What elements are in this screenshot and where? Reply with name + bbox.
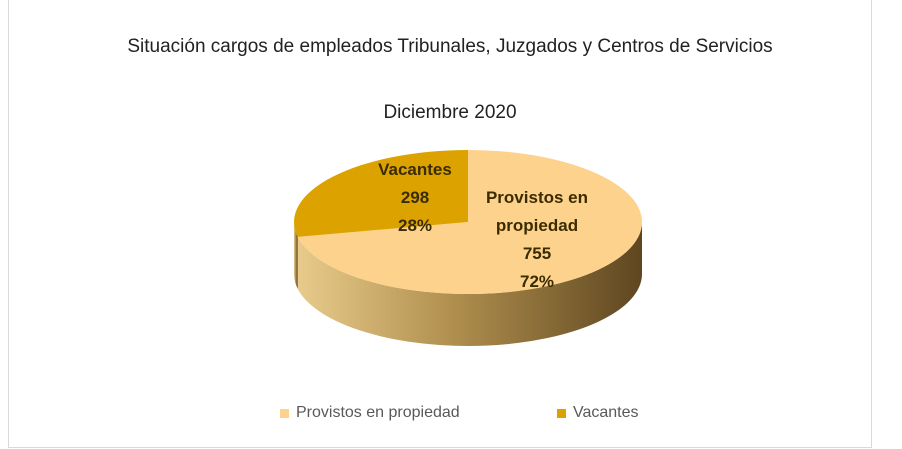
legend-entry: Vacantes [557,404,639,422]
data-label-percent: 28% [397,216,433,235]
chart-title: Situación cargos de empleados Tribunales… [127,36,773,57]
data-label-value: 298 [400,188,430,207]
data-label: Provistos en propiedad 755 72% [467,184,607,296]
legend-entry: Provistos en propiedad [280,404,460,422]
legend-swatch [280,408,289,418]
pie-slice [294,150,468,237]
pie-slice-side [294,222,298,289]
data-label-category: Vacantes [378,160,452,179]
chart-subtitle: Diciembre 2020 [383,102,517,123]
data-label-percent: 72% [519,272,555,291]
data-label-category: Provistos en propiedad [485,188,589,235]
legend-label: Provistos en propiedad [296,404,460,421]
legend-swatch [557,408,566,418]
data-label-value: 755 [522,244,552,263]
legend-label: Vacantes [573,404,639,421]
pie-slice-side [297,222,642,346]
chart-frame [8,0,872,448]
data-label: Vacantes 298 28% [355,156,475,240]
pie-slice [297,150,643,294]
